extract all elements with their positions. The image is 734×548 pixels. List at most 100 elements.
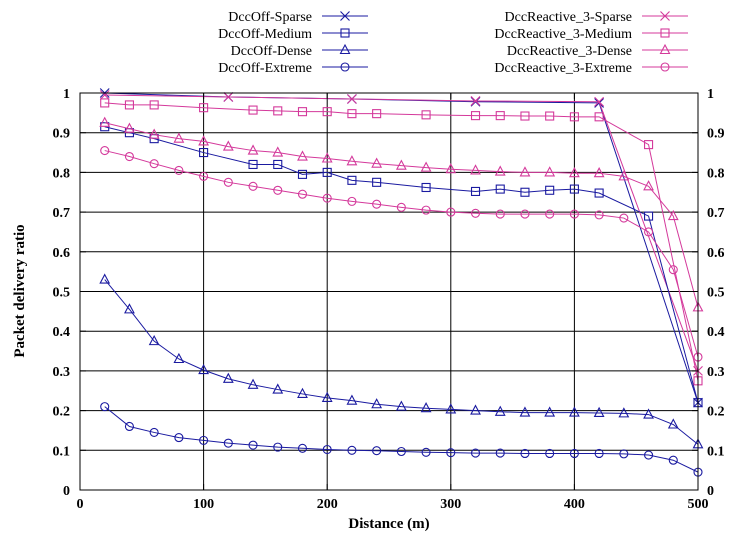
- legend-item-dccoff-extreme: DccOff-Extreme: [218, 61, 368, 76]
- data-point-dccreactive-3-sparse: [223, 92, 234, 102]
- y-tick-label: 0.8: [53, 166, 71, 181]
- data-point-dccreactive-3-medium: [569, 112, 579, 122]
- legend-swatch-marker: [660, 11, 670, 21]
- data-point-dccoff-extreme: [644, 450, 654, 460]
- x-tick-label: 200: [317, 497, 338, 512]
- y-tick-label: 0: [63, 484, 70, 499]
- data-point-dccoff-extreme: [149, 427, 159, 437]
- y-tick-label-right: 0.6: [707, 246, 725, 261]
- data-point-dccoff-extreme: [273, 442, 283, 452]
- data-point-dccoff-extreme: [446, 448, 456, 458]
- data-point-dccreactive-3-dense: [99, 116, 111, 127]
- data-point-dccoff-medium: [495, 184, 505, 194]
- data-point-dccoff-medium: [520, 187, 530, 197]
- data-point-dccreactive-3-dense: [667, 209, 679, 221]
- data-point-dccreactive-3-extreme: [668, 265, 678, 275]
- data-point-dccoff-dense: [173, 352, 185, 364]
- data-point-dccreactive-3-medium: [297, 107, 308, 117]
- data-point-dccoff-extreme: [545, 448, 555, 459]
- y-tick-label-right: 0.1: [707, 444, 725, 459]
- series-line-dccoff-sparse: [104, 92, 699, 403]
- data-point-dccoff-extreme: [470, 448, 481, 458]
- data-point-dccreactive-3-extreme: [421, 205, 431, 215]
- data-point-dccoff-extreme: [668, 455, 678, 465]
- data-point-dccoff-dense: [519, 406, 531, 417]
- data-point-dccoff-extreme: [248, 440, 258, 450]
- data-point-dccreactive-3-sparse: [594, 96, 605, 107]
- y-tick-label: 0.6: [53, 246, 71, 261]
- y-tick-label: 1: [63, 87, 70, 102]
- data-point-dccreactive-3-dense: [148, 128, 160, 139]
- data-point-dccoff-medium: [347, 175, 357, 185]
- series-dccreactive-3-medium: [100, 98, 703, 386]
- data-point-dccoff-extreme: [619, 449, 629, 459]
- y-axis-label: Packet delivery ratio: [12, 224, 28, 357]
- data-point-dccreactive-3-extreme: [594, 210, 604, 220]
- series-line-dccoff-extreme: [104, 406, 699, 473]
- legend-label: DccReactive_3-Medium: [494, 27, 632, 42]
- legend-item-dccoff-sparse: DccOff-Sparse: [228, 10, 368, 25]
- legend: DccOff-Sparse DccReactive_3-Sparse DccOff-…: [218, 10, 688, 76]
- data-point-dccreactive-3-dense: [198, 135, 210, 146]
- data-point-dccreactive-3-extreme: [619, 213, 629, 223]
- data-point-dccreactive-3-dense: [395, 159, 407, 170]
- data-point-dccoff-dense: [247, 378, 259, 389]
- data-point-dccreactive-3-extreme: [100, 146, 110, 156]
- data-point-dccreactive-3-medium: [347, 109, 357, 119]
- data-point-dccreactive-3-extreme: [446, 207, 456, 217]
- data-point-dccoff-dense: [544, 406, 556, 417]
- data-point-dccoff-dense: [593, 406, 605, 418]
- legend-item-dccoff-dense: DccOff-Dense: [231, 43, 368, 59]
- data-point-dccreactive-3-extreme: [396, 202, 406, 212]
- data-point-dccoff-medium: [470, 186, 481, 197]
- y-tick-label: 0.4: [53, 325, 71, 340]
- data-point-dccreactive-3-dense: [371, 157, 383, 168]
- data-point-dccreactive-3-dense: [346, 155, 358, 166]
- y-tick-label: 0.7: [53, 206, 71, 221]
- data-point-dccreactive-3-medium: [149, 100, 159, 110]
- data-point-dccreactive-3-medium: [470, 111, 481, 121]
- x-axis-label: Distance (m): [348, 516, 429, 532]
- x-tick-label: 0: [77, 497, 84, 512]
- series-line-dccreactive-3-dense: [104, 122, 699, 308]
- data-point-dccreactive-3-dense: [593, 167, 605, 178]
- data-point-dccoff-extreme: [174, 433, 184, 443]
- data-point-dccoff-dense: [568, 406, 580, 417]
- legend-item-dccreactive-3-medium: DccReactive_3-Medium: [494, 27, 688, 42]
- data-point-dccoff-extreme: [372, 446, 382, 456]
- legend-label: DccOff-Medium: [218, 27, 312, 42]
- data-point-dccoff-dense: [470, 404, 481, 415]
- data-point-dccreactive-3-dense: [445, 163, 457, 174]
- x-tick-label: 100: [193, 497, 214, 512]
- series-dccreactive-3-extreme: [100, 146, 703, 362]
- data-point-dccreactive-3-medium: [520, 111, 530, 121]
- data-point-dccreactive-3-medium: [273, 106, 283, 116]
- y-tick-label-right: 0.3: [707, 365, 725, 380]
- y-tick-label: 0.9: [53, 127, 71, 142]
- series-line-dccoff-dense: [104, 279, 699, 445]
- data-point-dccoff-dense: [643, 408, 654, 419]
- data-point-dccoff-dense: [222, 372, 234, 383]
- legend-swatch-marker: [340, 11, 350, 21]
- data-point-dccreactive-3-medium: [248, 105, 258, 115]
- data-point-dccreactive-3-extreme: [248, 181, 258, 191]
- data-point-dccreactive-3-dense: [544, 166, 556, 177]
- series-line-dccreactive-3-medium: [104, 102, 699, 381]
- data-point-dccreactive-3-medium: [124, 100, 134, 110]
- y-tick-label: 0.2: [53, 405, 71, 420]
- legend-swatch-marker: [660, 62, 670, 72]
- legend-label: DccOff-Sparse: [228, 10, 312, 25]
- data-point-dccoff-medium: [569, 184, 579, 194]
- data-point-dccreactive-3-dense: [297, 150, 308, 161]
- series-dccoff-dense: [99, 273, 704, 449]
- legend-label: DccReactive_3-Dense: [507, 44, 632, 59]
- legend-label: DccReactive_3-Sparse: [505, 10, 633, 25]
- data-point-dccreactive-3-extreme: [273, 185, 283, 195]
- data-point-dccoff-extreme: [347, 445, 357, 455]
- data-point-dccreactive-3-extreme: [470, 208, 481, 218]
- data-point-dccoff-dense: [321, 391, 333, 402]
- data-point-dccoff-dense: [371, 398, 383, 409]
- legend-swatch-marker: [340, 28, 350, 38]
